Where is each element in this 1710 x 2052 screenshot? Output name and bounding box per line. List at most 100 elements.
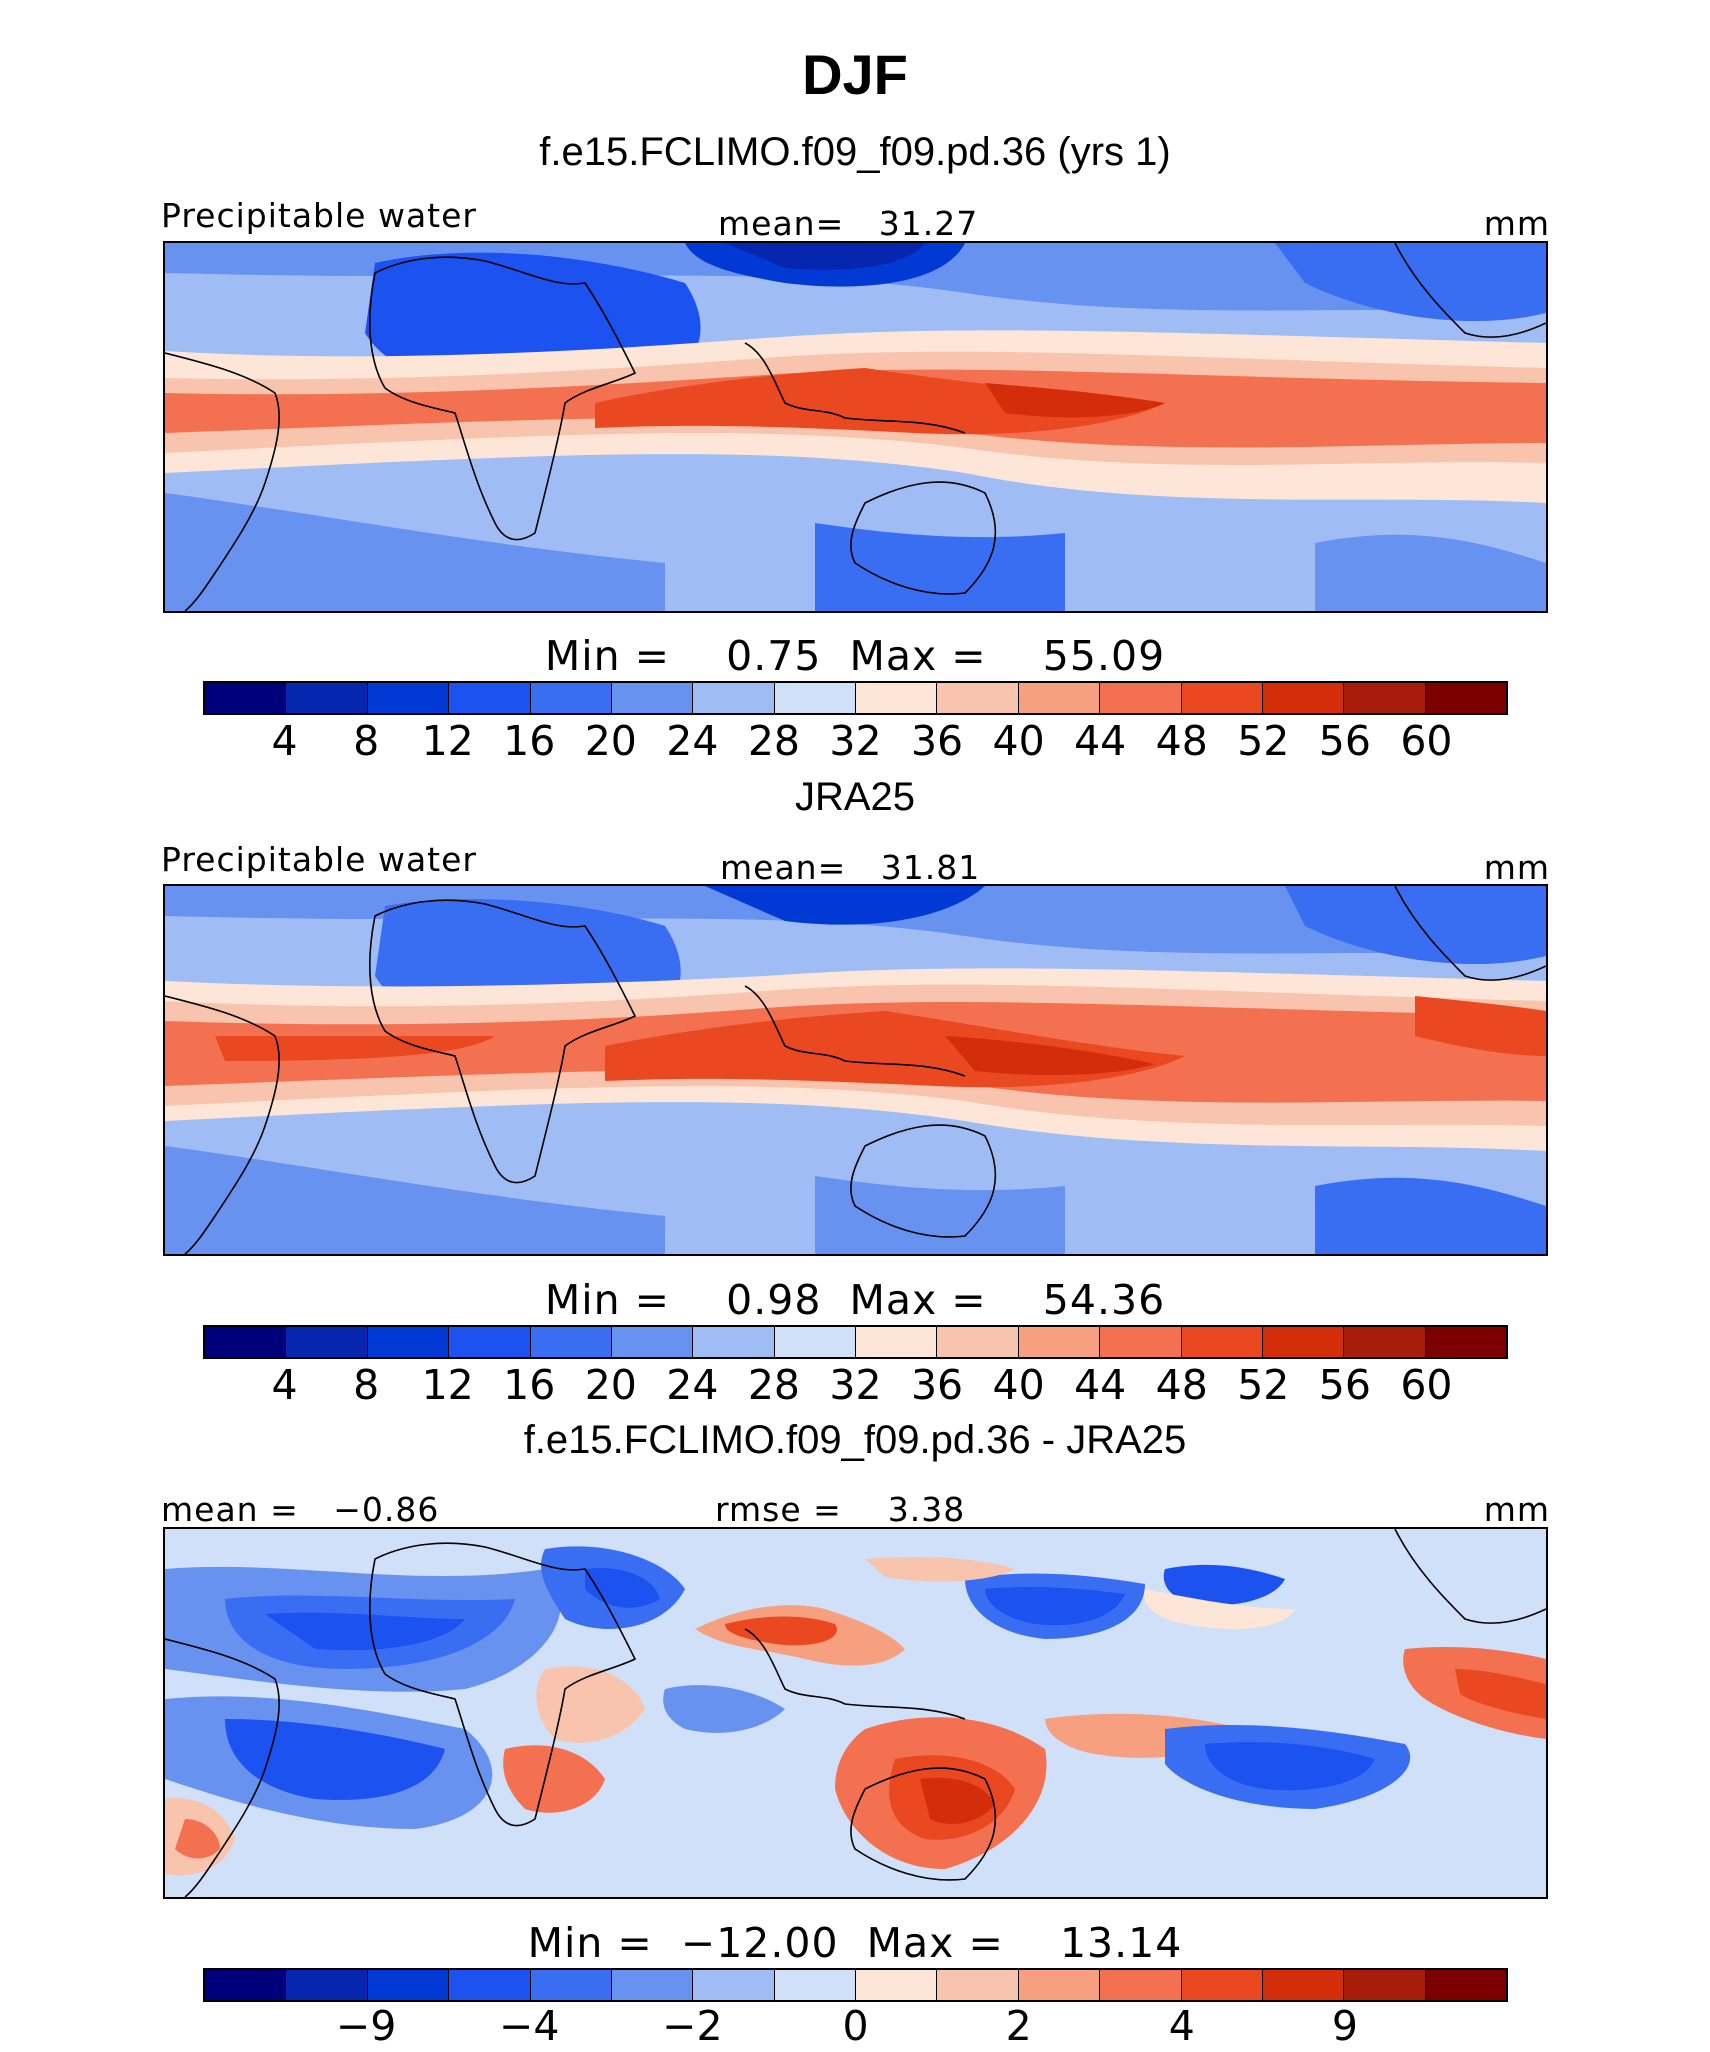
- panel-3-max-value: 13.14: [1059, 1919, 1183, 1967]
- colorbar-segment: [774, 683, 856, 713]
- colorbar-segment: [286, 683, 368, 713]
- colorbar-tick-label: −2: [662, 2002, 723, 2050]
- colorbar-segment: [530, 683, 612, 713]
- colorbar-segment: [367, 683, 450, 713]
- colorbar-tick-label: 32: [829, 1361, 882, 1409]
- colorbar-segment: [1344, 1970, 1426, 2000]
- panel-2-units: mm: [1483, 848, 1550, 887]
- panel-3-max-label: Max =: [866, 1919, 1004, 1967]
- colorbar-segment: [449, 1327, 531, 1357]
- colorbar-segment: [937, 1327, 1019, 1357]
- colorbar-tick-label: 0: [842, 2002, 869, 2050]
- panel-2-mean-label: mean= 31.81: [720, 848, 980, 887]
- colorbar-segment: [1018, 683, 1101, 713]
- panel-3-title: f.e15.FCLIMO.f09_f09.pd.36 - JRA25: [523, 1418, 1187, 1462]
- panel-1-mean-value: 31.27: [878, 204, 979, 243]
- panel-2-map-svg: [165, 886, 1546, 1254]
- colorbar-segment: [856, 683, 938, 713]
- colorbar-tick-label: 9: [1331, 2002, 1358, 2050]
- panel-2-mean-value: 31.81: [880, 848, 981, 887]
- panel-2-min-label: Min =: [544, 1276, 670, 1324]
- colorbar-tick-label: 20: [584, 717, 637, 765]
- panel-3-colorbar-ticks: −9 −4 −2 0 2 4 9: [0, 2002, 1710, 2052]
- colorbar-segment: [1262, 1327, 1345, 1357]
- colorbar-tick-label: 12: [421, 1361, 474, 1409]
- panel-3-minmax: Min = −12.00 Max = 13.14: [0, 1919, 1710, 1967]
- colorbar-tick-label: 56: [1318, 717, 1371, 765]
- panel-3-units: mm: [1483, 1490, 1550, 1529]
- colorbar-segment: [1100, 1327, 1182, 1357]
- panel-3-rmse-value: 3.38: [887, 1490, 966, 1529]
- colorbar-tick-label: 8: [353, 717, 380, 765]
- colorbar-tick-label: 40: [992, 1361, 1045, 1409]
- colorbar-tick-label: 60: [1400, 1361, 1453, 1409]
- panel-3-mean-label: mean = −0.86: [161, 1490, 439, 1529]
- panel-1-mean-label: mean= 31.27: [718, 204, 978, 243]
- colorbar-segment: [774, 1327, 856, 1357]
- colorbar-tick-label: 52: [1237, 1361, 1290, 1409]
- colorbar-segment: [1181, 1327, 1263, 1357]
- colorbar-tick-label: 32: [829, 717, 882, 765]
- colorbar-tick-label: 40: [992, 717, 1045, 765]
- panel-1-mean-text: mean=: [718, 204, 845, 243]
- colorbar-segment: [611, 683, 694, 713]
- colorbar-segment: [1181, 1970, 1263, 2000]
- colorbar-segment: [449, 683, 531, 713]
- panel-2-variable-label: Precipitable water: [161, 840, 477, 879]
- colorbar-tick-label: 2: [1005, 2002, 1032, 2050]
- panel-3-colorbar: [203, 1968, 1508, 2002]
- colorbar-tick-label: 28: [747, 717, 801, 765]
- colorbar-tick-label: 4: [1168, 2002, 1195, 2050]
- panel-3-min-value: −12.00: [680, 1919, 839, 1967]
- panel-3-rmse-label: rmse = 3.38: [715, 1490, 965, 1529]
- colorbar-tick-label: 16: [503, 717, 556, 765]
- colorbar-tick-label: 16: [503, 1361, 556, 1409]
- colorbar-tick-label: 4: [271, 1361, 298, 1409]
- panel-2-max-value: 54.36: [1042, 1276, 1166, 1324]
- colorbar-segment: [1100, 1970, 1182, 2000]
- panel-2-mean-text: mean=: [720, 848, 847, 887]
- colorbar-tick-label: 60: [1400, 717, 1453, 765]
- colorbar-segment: [1262, 683, 1345, 713]
- panel-1-max-value: 55.09: [1042, 632, 1166, 680]
- colorbar-tick-label: 48: [1155, 717, 1208, 765]
- panel-3-rmse-text: rmse =: [715, 1490, 842, 1529]
- colorbar-segment: [205, 683, 287, 713]
- panel-2-min-value: 0.98: [726, 1276, 822, 1324]
- colorbar-segment: [693, 1327, 775, 1357]
- panel-3-mean-value: −0.86: [333, 1490, 440, 1529]
- colorbar-segment: [1262, 1970, 1345, 2000]
- colorbar-tick-label: 8: [353, 1361, 380, 1409]
- colorbar-segment: [1425, 683, 1506, 713]
- colorbar-segment: [1425, 1970, 1506, 2000]
- colorbar-segment: [205, 1970, 287, 2000]
- panel-2-max-label: Max =: [849, 1276, 987, 1324]
- colorbar-segment: [856, 1970, 938, 2000]
- colorbar-segment: [693, 1970, 775, 2000]
- colorbar-tick-label: 28: [747, 1361, 801, 1409]
- panel-1-units: mm: [1483, 204, 1550, 243]
- colorbar-segment: [1018, 1970, 1101, 2000]
- panel-2-minmax: Min = 0.98 Max = 54.36: [0, 1276, 1710, 1324]
- colorbar-tick-label: 20: [584, 1361, 637, 1409]
- panel-1-title: f.e15.FCLIMO.f09_f09.pd.36 (yrs 1): [539, 130, 1171, 174]
- colorbar-segment: [1018, 1327, 1101, 1357]
- colorbar-tick-label: 48: [1155, 1361, 1208, 1409]
- colorbar-segment: [530, 1970, 612, 2000]
- panel-3-map: [163, 1527, 1548, 1899]
- figure-title: DJF: [802, 43, 908, 106]
- colorbar-tick-label: 24: [666, 717, 719, 765]
- panel-2-colorbar-ticks: 4 8 12 16 20 24 28 32 36 40 44 48 52 56 60: [0, 1361, 1710, 1411]
- panel-2-map: [163, 884, 1548, 1256]
- colorbar-segment: [367, 1970, 450, 2000]
- panel-2-title: JRA25: [794, 775, 916, 819]
- colorbar-segment: [286, 1970, 368, 2000]
- colorbar-segment: [205, 1327, 287, 1357]
- panel-3-mean-text: mean =: [161, 1490, 299, 1529]
- colorbar-tick-label: −4: [499, 2002, 560, 2050]
- panel-3-map-svg: [165, 1529, 1546, 1897]
- panel-1-colorbar-ticks: 4 8 12 16 20 24 28 32 36 40 44 48 52 56 60: [0, 717, 1710, 767]
- colorbar-segment: [1425, 1327, 1506, 1357]
- panel-1-map: [163, 241, 1548, 613]
- panel-1-min-value: 0.75: [726, 632, 822, 680]
